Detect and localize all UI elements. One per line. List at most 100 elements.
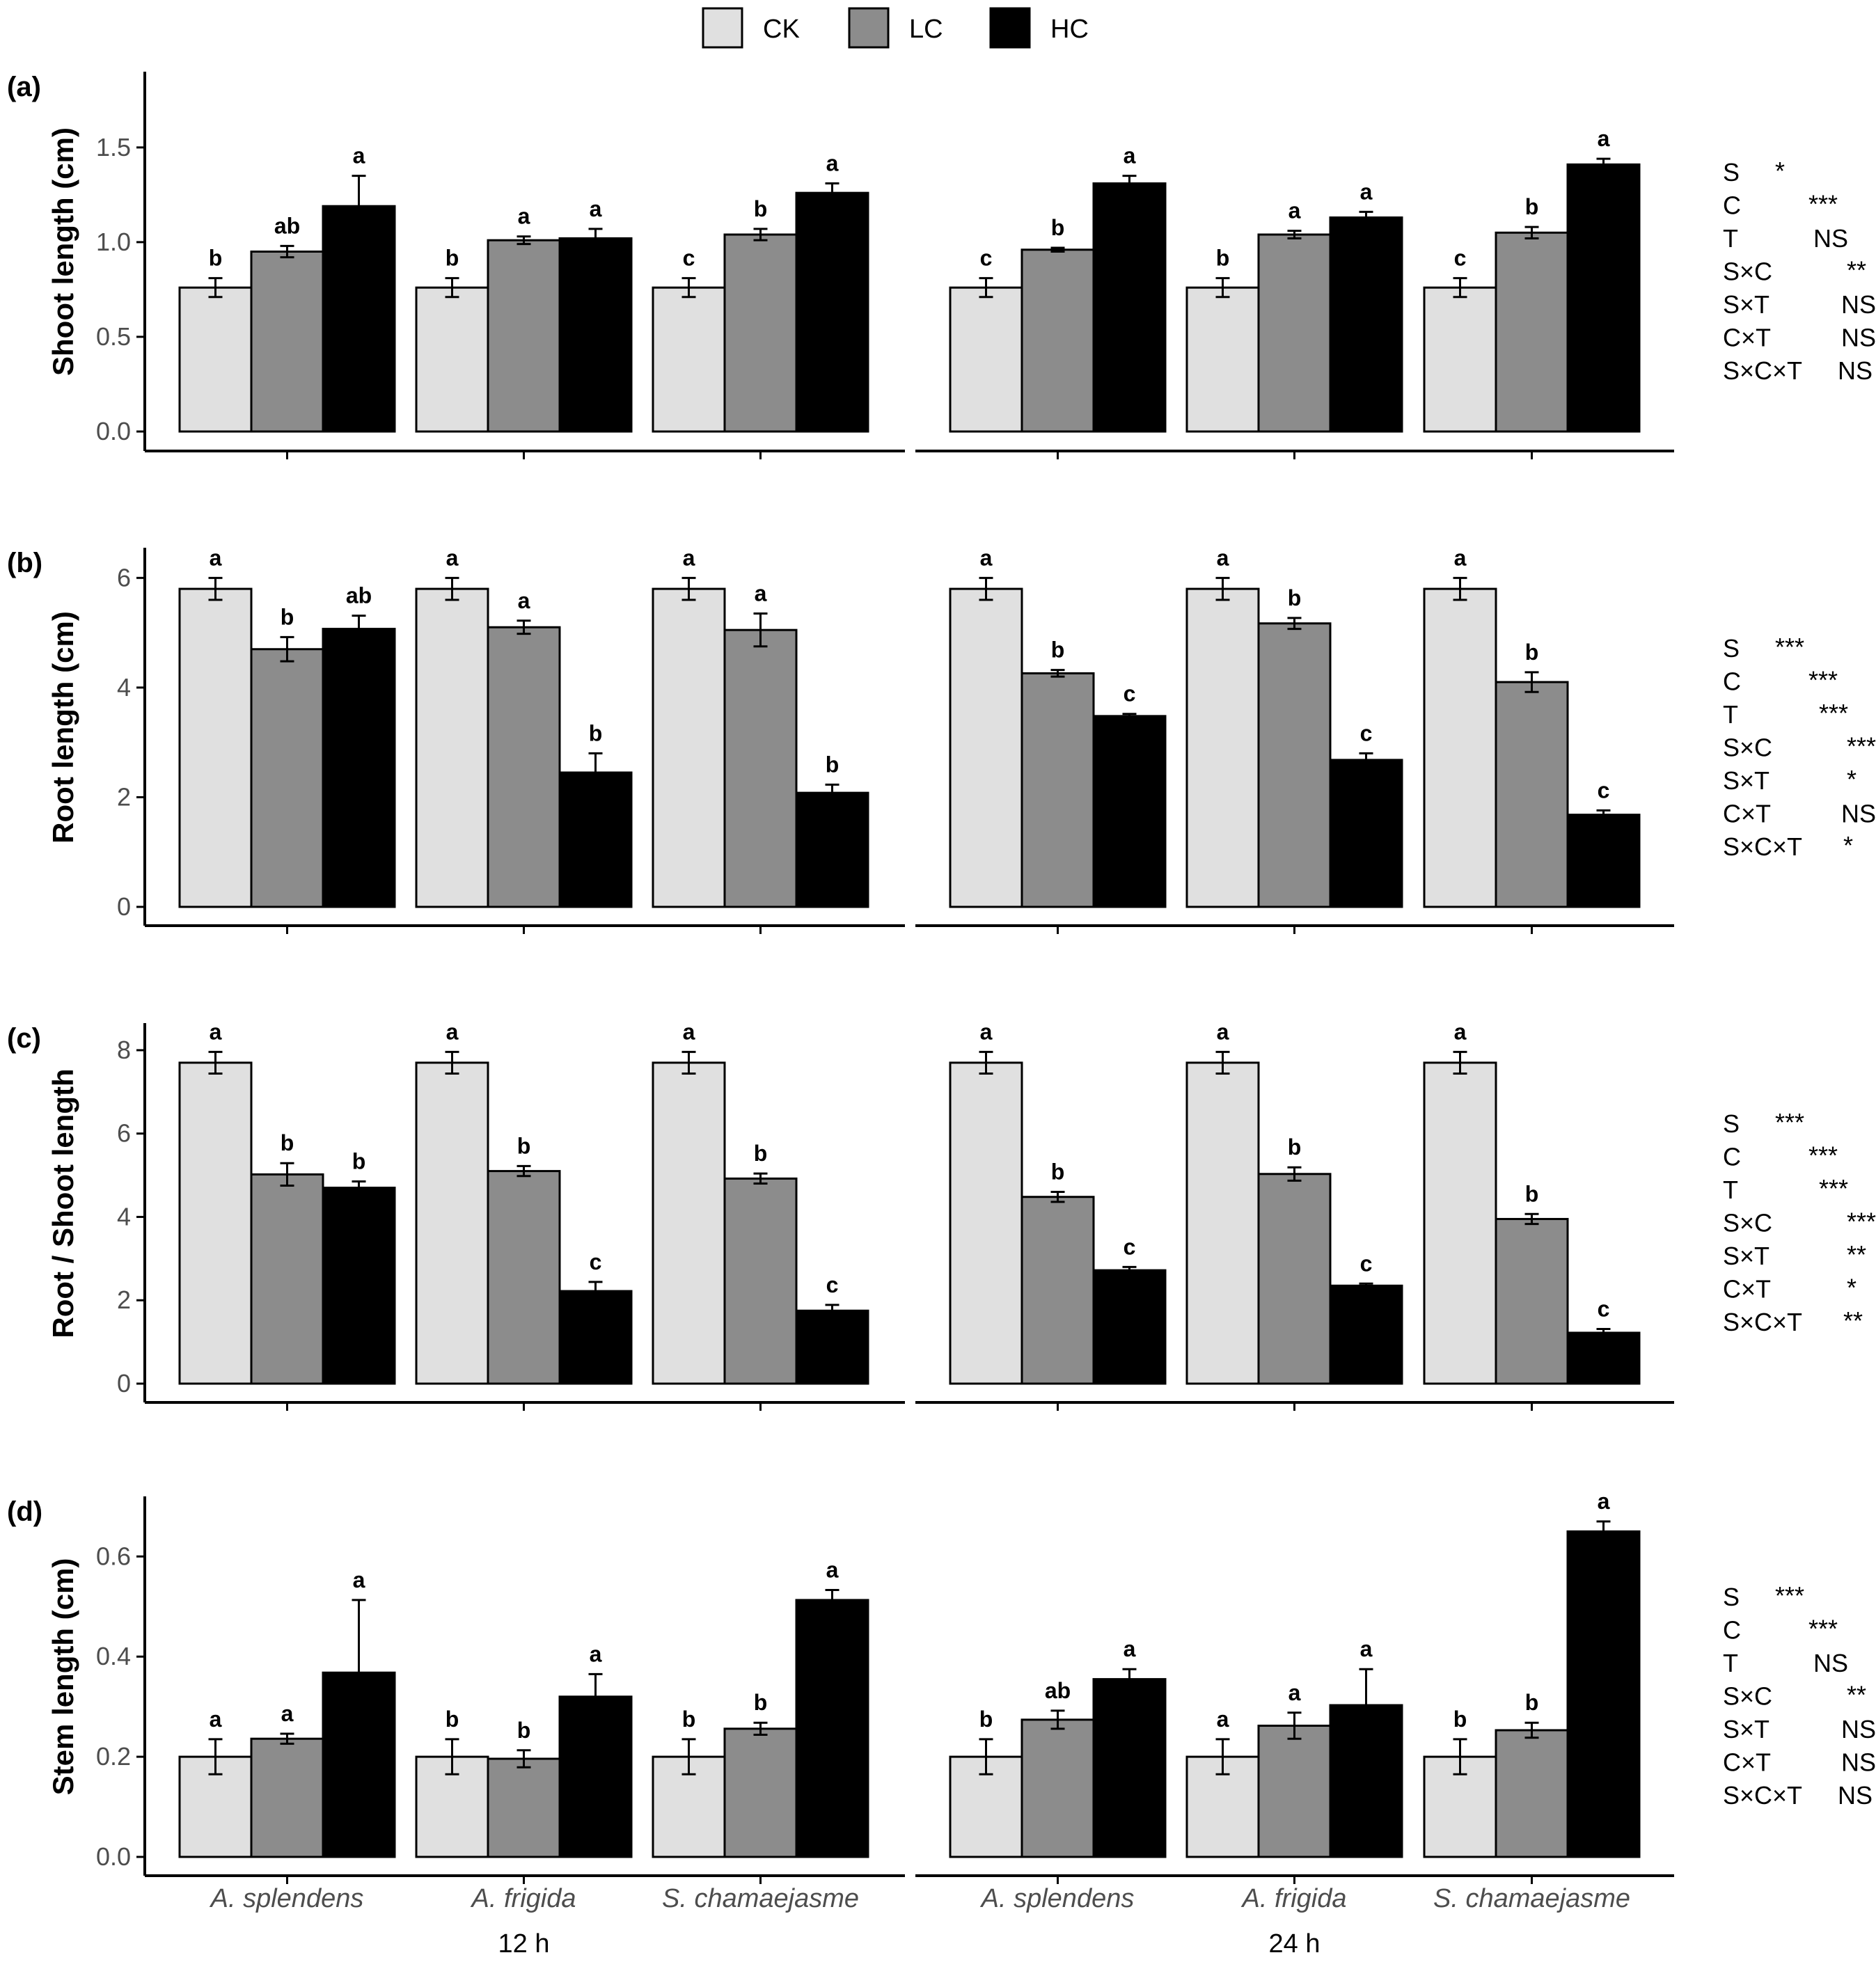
stat-term: S <box>1723 634 1740 663</box>
species-label: A. frigida <box>471 1884 576 1913</box>
y-tick-label: 2 <box>117 782 131 811</box>
significance-letter: b <box>517 1133 531 1158</box>
panel-b: (b)Root length (cm)0246ababaabaababcabca… <box>7 545 1876 934</box>
stat-significance: *** <box>1808 190 1838 219</box>
error-bar-hc <box>1596 1328 1611 1338</box>
error-bar-lc <box>1050 669 1065 678</box>
significance-letter: b <box>682 1707 696 1732</box>
legend-label-hc: HC <box>1050 15 1089 44</box>
significance-letter: a <box>980 545 993 570</box>
significance-letter: a <box>1598 1489 1610 1514</box>
stat-significance: * <box>1843 831 1853 860</box>
significance-letter: a <box>353 1567 365 1592</box>
error-bar-hc <box>352 1599 366 1747</box>
significance-letter: b <box>1525 1690 1539 1715</box>
error-bar-hc <box>588 1281 603 1302</box>
stat-significance: ** <box>1847 256 1866 285</box>
significance-letter: c <box>1454 246 1467 271</box>
significance-letter: a <box>446 1019 459 1044</box>
significance-letter: b <box>209 246 223 271</box>
panel-d: (d)Stem length (cm)0.00.20.40.6a aab babba… <box>7 1489 1876 1884</box>
bar-ck <box>652 286 726 433</box>
bar-hc <box>558 1290 633 1385</box>
panel-c: (c)Root / Shoot length 0 2 4 6 8 a b b a b c a b c a b c a… <box>7 1019 1876 1411</box>
significance-letter: c <box>1598 1297 1610 1322</box>
error-bar-lc <box>1287 617 1302 631</box>
significance-letter: a <box>210 1019 222 1044</box>
bar-ck <box>178 286 253 433</box>
significance-letter: a <box>683 545 695 570</box>
bar-ck <box>1185 286 1260 433</box>
species-label: A. frigida <box>1241 1884 1347 1913</box>
significance-letter: b <box>1216 246 1230 271</box>
significance-letter: a <box>1454 1019 1467 1044</box>
bar-lc <box>723 628 798 908</box>
y-axis-title: Root / Shoot length <box>47 1068 79 1338</box>
stat-term: S×T <box>1723 290 1769 319</box>
error-bar-lc <box>1524 1212 1539 1226</box>
y-tick-label: 0.0 <box>96 1842 131 1871</box>
significance-letter: a <box>281 1701 294 1726</box>
legend-label-lc: LC <box>909 15 943 44</box>
y-tick-label: 8 <box>117 1036 131 1064</box>
significance-letter: c <box>980 246 993 271</box>
error-bar-hc <box>588 1672 603 1720</box>
significance-letter: b <box>589 720 603 745</box>
species-label: S. chamaejasme <box>662 1884 859 1913</box>
error-bar-hc <box>588 228 603 249</box>
stat-significance: NS <box>1841 1748 1876 1777</box>
significance-letter: a <box>1288 1680 1301 1705</box>
bar-ck <box>652 587 726 908</box>
bar-hc <box>558 237 633 433</box>
stat-term: T <box>1723 1176 1738 1204</box>
stat-significance: NS <box>1841 800 1876 828</box>
error-bar-ck <box>681 277 696 299</box>
significance-letter: a <box>1217 545 1229 570</box>
significance-letter: b <box>1051 1160 1065 1185</box>
significance-letter: b <box>1525 640 1539 665</box>
bar-lc <box>723 1727 798 1858</box>
significance-letter: b <box>281 604 294 629</box>
stat-significance: NS <box>1841 290 1876 319</box>
significance-letter: b <box>1525 1181 1539 1206</box>
legend-swatch-lc <box>848 7 890 49</box>
error-bar-lc <box>517 1749 531 1769</box>
bar-ck <box>949 286 1023 433</box>
y-tick-label: 0.2 <box>96 1742 131 1771</box>
error-bar-hc <box>1359 752 1373 768</box>
error-bar-ck <box>979 1738 993 1775</box>
significance-letter: a <box>1288 198 1301 223</box>
error-bar-hc <box>588 752 603 793</box>
stat-significance: * <box>1775 157 1785 185</box>
error-bar-lc <box>1524 671 1539 693</box>
significance-letter: a <box>980 1019 993 1044</box>
bar-hc <box>1329 759 1403 908</box>
panel-label: (d) <box>7 1496 42 1527</box>
significance-letter: ab <box>346 583 372 608</box>
bar-lc <box>1495 231 1569 433</box>
significance-letter: b <box>1288 585 1302 610</box>
error-bar-hc <box>1122 1265 1137 1275</box>
significance-letter: a <box>1124 143 1136 168</box>
significance-letter: b <box>754 1141 768 1166</box>
y-axis-title: Root length (cm) <box>47 611 79 844</box>
bar-lc <box>250 251 324 433</box>
stat-term: S×C×T <box>1723 1308 1802 1336</box>
error-bar-lc <box>1524 1721 1539 1739</box>
error-bar-ck <box>445 1050 459 1075</box>
error-bar-hc <box>825 1304 840 1318</box>
significance-letter: a <box>826 1558 839 1583</box>
error-bar-ck <box>445 277 459 299</box>
bar-lc <box>1257 1725 1332 1858</box>
stat-term: C×T <box>1723 324 1771 352</box>
stat-term: S×C <box>1723 1209 1772 1237</box>
error-bar-ck <box>979 576 993 601</box>
significance-letter: c <box>590 1249 602 1274</box>
bar-lc <box>1495 1729 1569 1858</box>
error-bar-ck <box>681 576 696 601</box>
y-axis-title: Stem length (cm) <box>47 1558 79 1796</box>
stat-significance: *** <box>1847 1208 1876 1236</box>
stat-term: S×C <box>1723 1682 1772 1711</box>
stat-term: C×T <box>1723 1748 1771 1777</box>
